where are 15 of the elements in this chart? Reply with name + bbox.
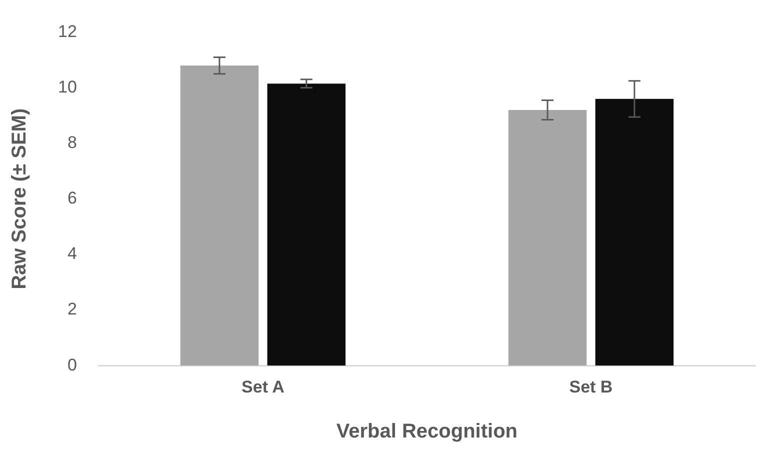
y-tick-label: 12 [58, 22, 77, 41]
bar [508, 110, 587, 366]
x-tick-label: Set B [569, 377, 613, 396]
bar [267, 84, 346, 366]
y-tick-label: 10 [58, 77, 77, 96]
y-tick-label: 6 [67, 188, 77, 208]
y-tick-label: 8 [67, 133, 77, 152]
bar [595, 98, 674, 366]
x-tick-label: Set A [242, 377, 284, 396]
y-tick-label: 4 [67, 244, 77, 264]
y-tick-label: 0 [67, 355, 77, 374]
x-axis-title: Verbal Recognition [336, 420, 518, 443]
y-tick-label: 2 [67, 300, 77, 319]
y-axis-title: Raw Score (± SEM) [8, 108, 31, 290]
bar [180, 66, 259, 366]
